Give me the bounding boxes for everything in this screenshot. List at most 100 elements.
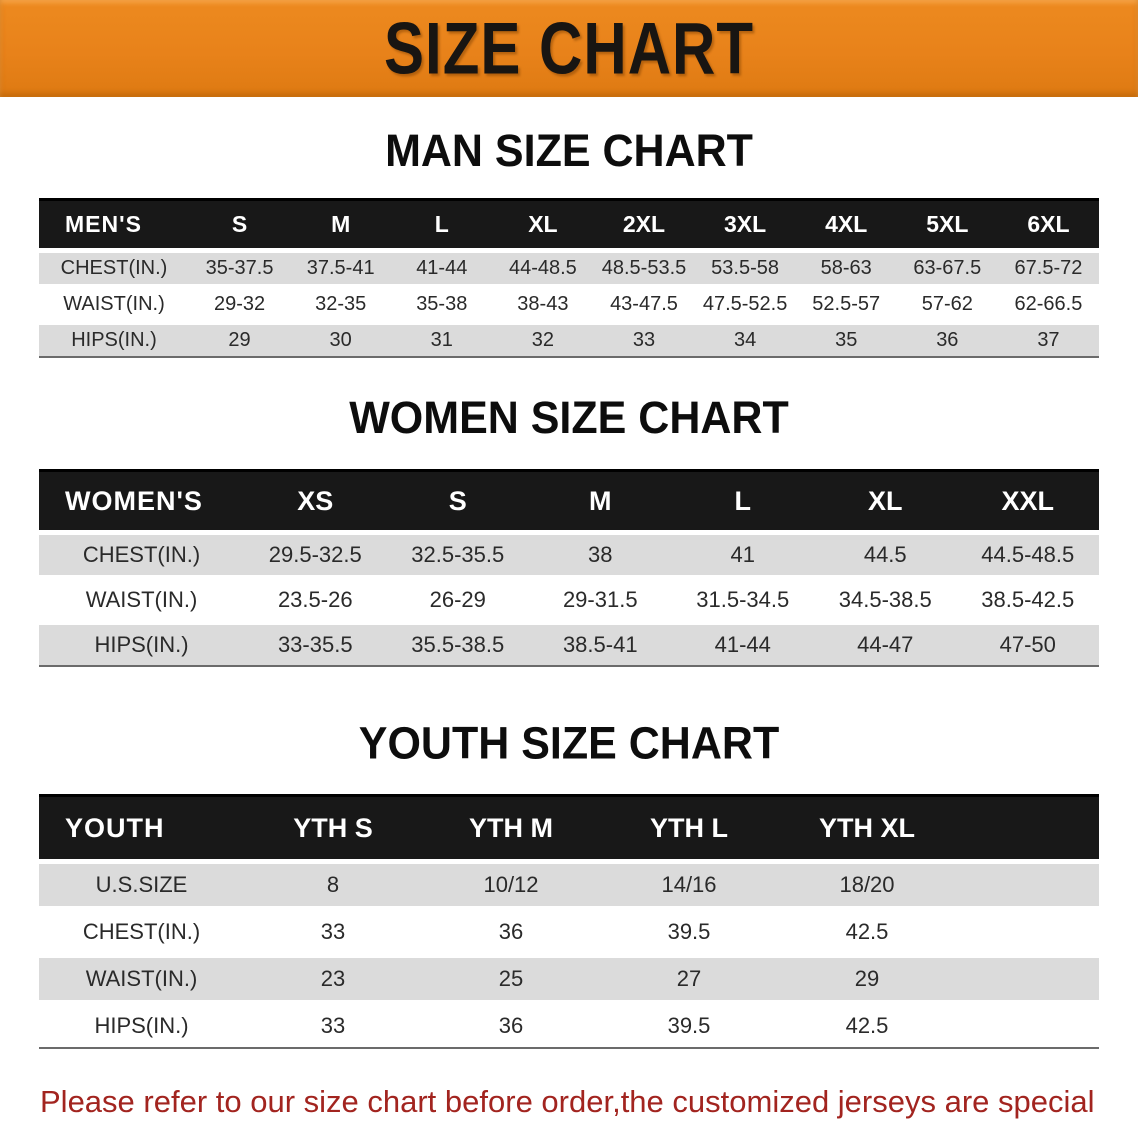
data-cell: 39.5: [667, 919, 711, 944]
data-cell: 35-38: [416, 293, 468, 315]
data-cell: 23: [320, 966, 346, 991]
table-row: CHEST(IN.) 35-37.5 37.5-41 41-44 44-48.5 48.5…: [39, 253, 1099, 284]
data-cell: 41-44: [416, 257, 468, 279]
size-header-cell: 3XL: [724, 211, 767, 237]
banner: SIZE CHART: [0, 0, 1138, 97]
data-cell: 33: [320, 1013, 346, 1038]
data-cell: 23.5-26: [277, 587, 353, 612]
data-cell: 44-47: [857, 632, 914, 657]
data-cell: 29: [854, 966, 880, 991]
data-cell: 30: [329, 329, 352, 351]
data-cell: 10/12: [483, 872, 539, 897]
data-cell: 44.5-48.5: [981, 542, 1075, 567]
data-cell: 62-66.5: [1014, 293, 1083, 315]
row-label: CHEST(IN.): [60, 257, 168, 279]
row-label: CHEST(IN.): [82, 542, 201, 567]
row-label: HIPS(IN.): [71, 329, 157, 351]
table-corner-label: WOMEN'S: [65, 485, 203, 516]
table-row: WAIST(IN.) 23 25 27 29: [39, 958, 1099, 1000]
data-cell: 33: [320, 919, 346, 944]
banner-title: SIZE CHART: [384, 7, 754, 90]
size-header-cell: XS: [297, 485, 334, 516]
size-header-cell: 2XL: [622, 211, 666, 237]
data-cell: 41-44: [714, 632, 771, 657]
data-cell: 37: [1037, 329, 1060, 351]
data-cell: 52.5-57: [812, 293, 881, 315]
table-header-row: MEN'S S M L XL 2XL 3XL 4XL 5XL 6XL: [39, 198, 1099, 248]
women-section-title: WOMEN SIZE CHART: [349, 393, 789, 444]
table-row: HIPS(IN.) 33 36 39.5 42.5: [39, 1005, 1099, 1047]
data-cell: 32: [531, 329, 554, 351]
size-header-cell: L: [434, 211, 449, 237]
data-cell: 43-47.5: [610, 293, 678, 315]
table-header-row: WOMEN'S XS S M L XL XXL: [39, 469, 1099, 530]
table-row: HIPS(IN.) 29 30 31 32 33 34 35 36 37: [39, 325, 1099, 356]
data-cell: 14/16: [661, 872, 717, 897]
data-cell: 38-43: [517, 293, 569, 315]
data-cell: 26-29: [429, 587, 486, 612]
data-cell: 32.5-35.5: [411, 542, 505, 567]
data-cell: 58-63: [820, 257, 872, 279]
data-cell: 29-31.5: [562, 587, 638, 612]
row-label: CHEST(IN.): [82, 919, 201, 944]
data-cell: 29-32: [213, 293, 266, 315]
data-cell: 36: [936, 329, 959, 351]
data-cell: 38: [588, 542, 613, 567]
data-cell: 33-35.5: [277, 632, 353, 657]
data-cell: 36: [498, 919, 524, 944]
size-header-cell: XL: [528, 211, 558, 237]
data-cell: 29: [228, 329, 251, 351]
youth-size-table: YOUTH YTH S YTH M YTH L YTH XL U.S.SIZE 8 10/12…: [39, 794, 1099, 1049]
row-label: WAIST(IN.): [85, 966, 198, 991]
data-cell: 31.5-34.5: [696, 587, 790, 612]
data-cell: 39.5: [667, 1013, 711, 1038]
size-header-cell: 5XL: [926, 211, 969, 237]
data-cell: 63-67.5: [913, 257, 982, 279]
data-cell: 33: [632, 329, 656, 351]
size-header-cell: S: [231, 211, 248, 237]
row-label: WAIST(IN.): [63, 293, 165, 315]
order-policy-line-1: Please refer to our size chart before or…: [40, 1084, 1095, 1119]
table-row: WAIST(IN.) 23.5-26 26-29 29-31.5 31.5-34.5 34…: [39, 580, 1099, 620]
data-cell: 57-62: [921, 293, 973, 315]
data-cell: 35.5-38.5: [411, 632, 505, 657]
data-cell: 47.5-52.5: [702, 293, 788, 315]
data-cell: 35-37.5: [205, 257, 274, 279]
size-header-cell: 4XL: [825, 211, 868, 237]
data-cell: 25: [498, 966, 524, 991]
table-row: CHEST(IN.) 29.5-32.5 32.5-35.5 38 41 44.5 44.5…: [39, 535, 1099, 575]
size-header-cell: XXL: [1001, 485, 1054, 516]
data-cell: 27: [676, 966, 702, 991]
data-cell: 42.5: [845, 1013, 889, 1038]
size-header-cell: 6XL: [1027, 211, 1070, 237]
table-row: HIPS(IN.) 33-35.5 35.5-38.5 38.5-41 41-44 44-…: [39, 625, 1099, 665]
data-cell: 31: [430, 329, 453, 351]
data-cell: 38.5-42.5: [981, 587, 1075, 612]
man-section-title: MAN SIZE CHART: [385, 125, 753, 177]
table-row: U.S.SIZE 8 10/12 14/16 18/20: [39, 864, 1099, 906]
row-label: WAIST(IN.): [85, 587, 198, 612]
size-header-cell: YTH S: [293, 812, 373, 843]
data-cell: 35: [835, 329, 858, 351]
data-cell: 47-50: [999, 632, 1056, 657]
table-corner-label: YOUTH: [65, 812, 165, 843]
size-header-cell: YTH XL: [818, 812, 915, 843]
data-cell: 34: [733, 329, 757, 351]
youth-section-title: YOUTH SIZE CHART: [358, 718, 780, 769]
data-cell: 8: [326, 872, 340, 897]
data-cell: 44.5: [863, 542, 907, 567]
men-size-table: MEN'S S M L XL 2XL 3XL 4XL 5XL 6XL CHEST(IN.) 35-37…: [39, 198, 1099, 358]
size-header-cell: XL: [867, 485, 903, 516]
table-header-row: YOUTH YTH S YTH M YTH L YTH XL: [39, 794, 1099, 859]
data-cell: 41: [730, 542, 755, 567]
data-cell: 38.5-41: [562, 632, 638, 657]
size-header-cell: YTH L: [650, 812, 728, 843]
data-cell: 18/20: [839, 872, 895, 897]
women-size-table: WOMEN'S XS S M L XL XXL CHEST(IN.) 29.5-32.5 32.5…: [39, 469, 1099, 667]
data-cell: 42.5: [845, 919, 889, 944]
data-cell: 53.5-58: [711, 257, 780, 279]
data-cell: 32-35: [315, 293, 367, 315]
table-row: CHEST(IN.) 33 36 39.5 42.5: [39, 911, 1099, 953]
data-cell: 67.5-72: [1014, 257, 1083, 279]
